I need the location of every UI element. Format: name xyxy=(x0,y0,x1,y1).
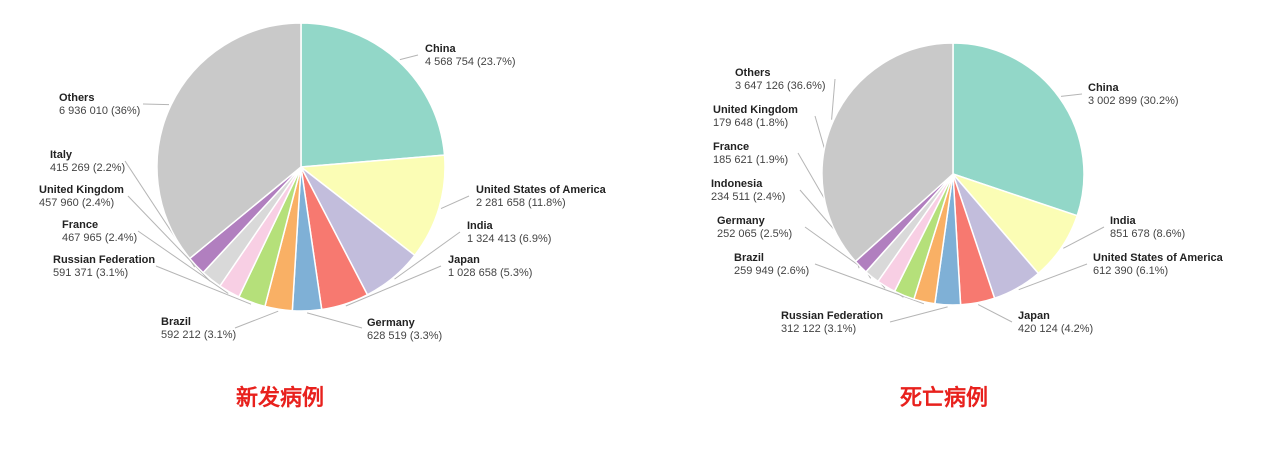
slice-label-value: 252 065 (2.5%) xyxy=(717,228,792,240)
slice-label-name: Germany xyxy=(717,215,766,227)
slice-label-value: 628 519 (3.3%) xyxy=(367,330,442,342)
pie-slice-china xyxy=(952,42,1085,217)
leader-line-russian-federation xyxy=(889,306,948,323)
leader-line-united-states-of-america xyxy=(1018,263,1088,291)
leader-line-others xyxy=(142,103,170,106)
deaths-caption: 死亡病例 xyxy=(899,386,989,411)
leader-line-france xyxy=(137,230,229,294)
slice-label-value: 467 965 (2.4%) xyxy=(62,232,137,244)
slice-label-name: Russian Federation xyxy=(53,254,155,266)
slice-label-value: 312 122 (3.1%) xyxy=(781,323,856,335)
slice-label-value: 6 936 010 (36%) xyxy=(59,105,140,117)
leader-line-china xyxy=(1060,93,1083,97)
leader-line-russian-federation xyxy=(155,265,252,305)
slice-label-value: 591 371 (3.1%) xyxy=(53,267,128,279)
slice-label-name: Others xyxy=(735,67,770,79)
slice-label-value: 185 621 (1.9%) xyxy=(713,154,788,166)
slice-label-value: 420 124 (4.2%) xyxy=(1018,323,1093,335)
slice-label-name: United States of America xyxy=(476,184,607,196)
slice-label-name: United States of America xyxy=(1093,252,1224,264)
slice-label-name: Japan xyxy=(1018,310,1050,322)
pie-slice-united-states-of-america xyxy=(299,154,446,257)
slice-label-name: France xyxy=(62,219,98,231)
slice-label-name: Italy xyxy=(50,149,73,161)
slice-label-value: 234 511 (2.4%) xyxy=(711,191,785,203)
slice-label-name: Brazil xyxy=(734,252,764,264)
slice-label-name: Russian Federation xyxy=(781,310,883,322)
leader-line-india xyxy=(1063,226,1105,249)
leader-line-china xyxy=(399,54,419,61)
slice-label-value: 592 212 (3.1%) xyxy=(161,329,236,341)
leader-line-united-states-of-america xyxy=(440,195,470,210)
slice-label-value: 2 281 658 (11.8%) xyxy=(476,197,566,209)
leader-line-india xyxy=(394,231,461,280)
slice-label-value: 1 028 658 (5.3%) xyxy=(448,267,532,279)
slice-label-name: China xyxy=(1088,82,1119,94)
new-cases-caption: 新发病例 xyxy=(235,386,325,411)
leader-line-brazil xyxy=(234,310,279,329)
slice-label-value: 415 269 (2.2%) xyxy=(50,162,125,174)
slice-label-name: Germany xyxy=(367,317,416,329)
slice-label-name: United Kingdom xyxy=(39,184,124,196)
leader-line-japan xyxy=(345,265,442,307)
pie-slice-others xyxy=(821,42,954,263)
slice-label-value: 457 960 (2.4%) xyxy=(39,197,114,209)
slice-label-value: 179 648 (1.8%) xyxy=(713,117,788,129)
leader-line-others xyxy=(831,78,836,120)
pie-slice-others xyxy=(156,22,302,260)
slice-label-name: France xyxy=(713,141,749,153)
slice-label-value: 259 949 (2.6%) xyxy=(734,265,809,277)
slice-label-name: India xyxy=(1110,215,1137,227)
slice-label-value: 3 647 126 (36.6%) xyxy=(735,80,826,92)
slice-label-name: China xyxy=(425,43,456,55)
slice-label-value: 4 568 754 (23.7%) xyxy=(425,56,516,68)
slice-label-name: India xyxy=(467,220,494,232)
slice-label-value: 851 678 (8.6%) xyxy=(1110,228,1185,240)
leader-line-united-kingdom xyxy=(127,195,211,282)
leader-line-japan xyxy=(977,304,1013,323)
slice-label-name: Brazil xyxy=(161,316,191,328)
slice-label-name: Indonesia xyxy=(711,178,763,190)
slice-label-name: Others xyxy=(59,92,94,104)
slice-label-value: 3 002 899 (30.2%) xyxy=(1088,95,1179,107)
slice-label-name: United Kingdom xyxy=(713,104,798,116)
slice-label-value: 612 390 (6.1%) xyxy=(1093,265,1168,277)
pie-slice-china xyxy=(300,22,446,168)
slice-label-name: Japan xyxy=(448,254,480,266)
slice-label-value: 1 324 413 (6.9%) xyxy=(467,233,551,245)
leader-line-germany xyxy=(306,312,363,329)
leader-line-brazil xyxy=(814,263,925,305)
